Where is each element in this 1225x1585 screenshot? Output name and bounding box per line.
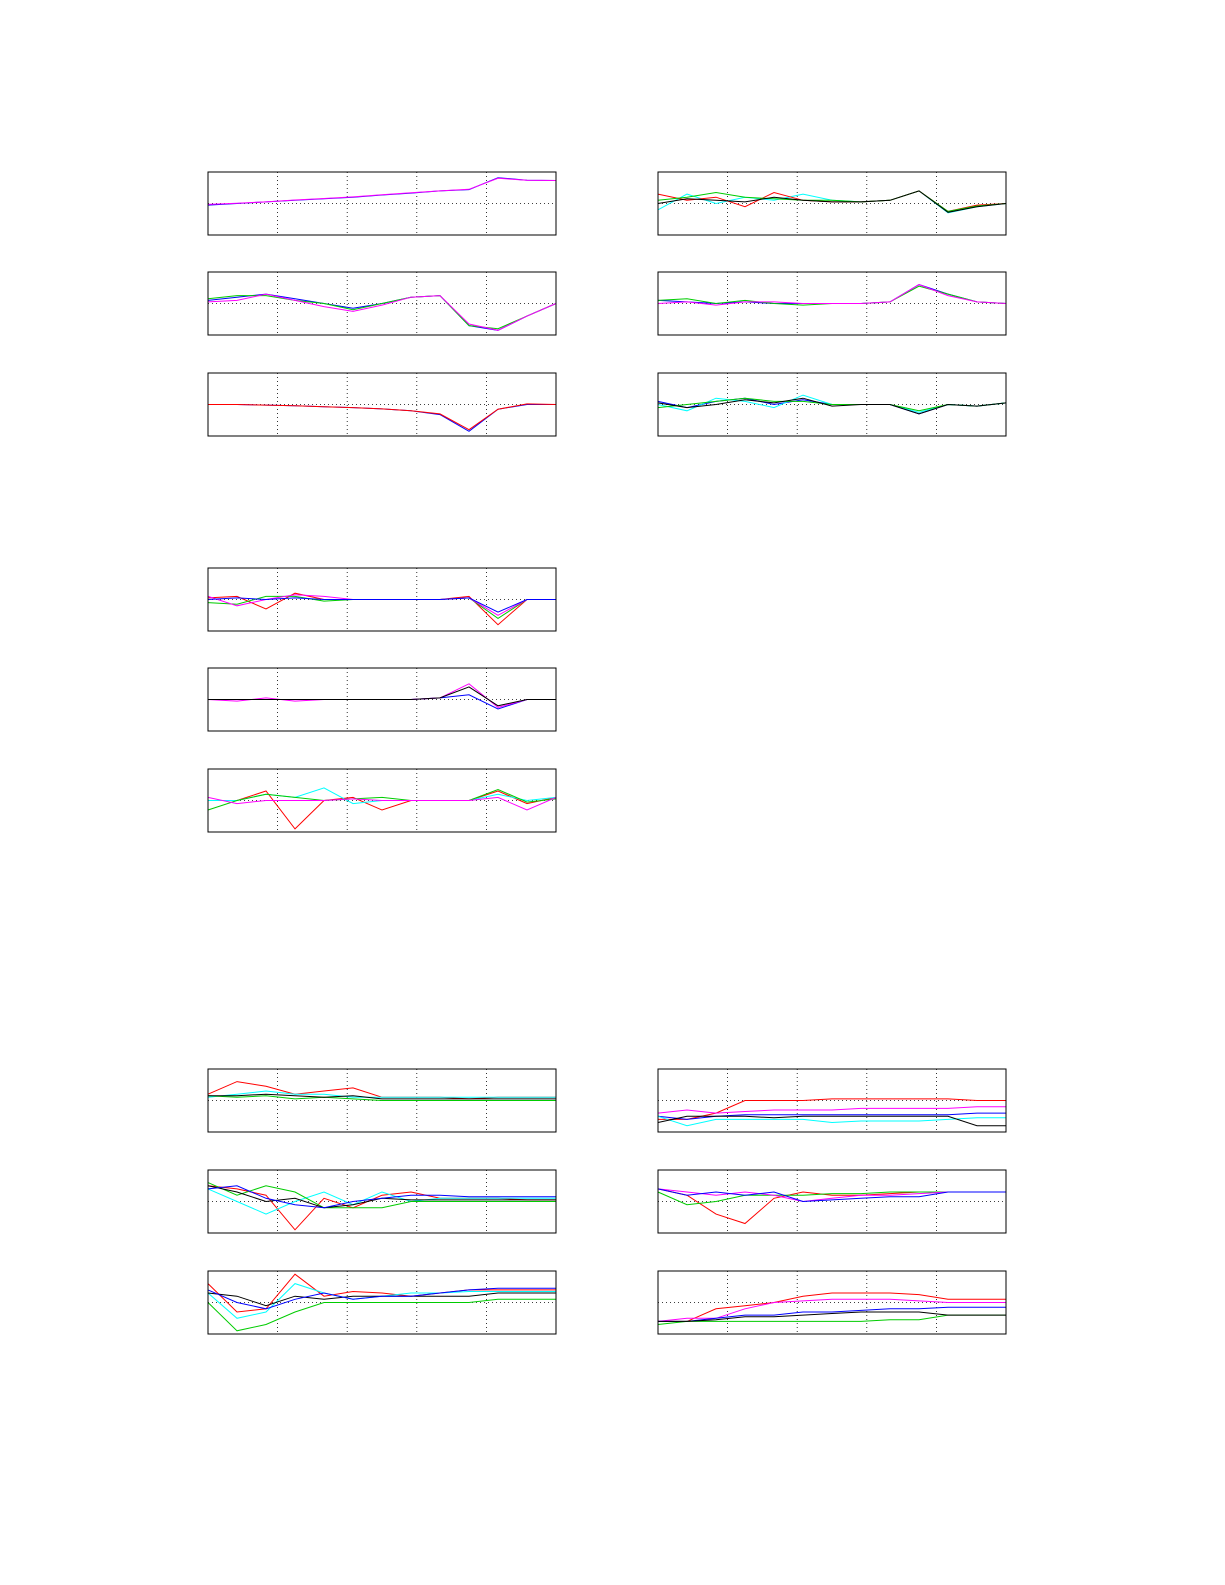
- data-line: [207, 1298, 556, 1332]
- data-line: [207, 293, 557, 331]
- data-line: [208, 790, 557, 830]
- plot-frame: [207, 1169, 557, 1234]
- data-line: [207, 1283, 556, 1319]
- data-line: [207, 683, 556, 708]
- chart-panel: [207, 171, 557, 236]
- data-line: [657, 1106, 1006, 1114]
- chart-panel: [657, 1169, 1007, 1234]
- data-line: [657, 284, 1007, 305]
- data-line: [657, 397, 1007, 415]
- data-line: [207, 1182, 556, 1209]
- plot-frame: [207, 1270, 557, 1335]
- plot-frame: [207, 768, 557, 833]
- data-line: [208, 686, 556, 707]
- data-line: [657, 1115, 1006, 1127]
- chart-panel: [657, 1068, 1007, 1133]
- data-line: [207, 1185, 556, 1209]
- plot-frame: [207, 171, 557, 236]
- data-line: [657, 1188, 1006, 1203]
- chart-panel: [207, 271, 557, 336]
- plot-frame: [657, 1068, 1007, 1133]
- data-line: [657, 284, 1007, 306]
- plot-frame: [207, 567, 557, 632]
- plot-frame: [657, 372, 1007, 437]
- chart-panel: [657, 271, 1007, 336]
- data-line: [207, 1287, 556, 1310]
- chart-panel: [207, 1068, 557, 1133]
- data-line: [207, 796, 557, 811]
- plot-frame: [657, 271, 1007, 336]
- chart-panel: [657, 372, 1007, 437]
- data-line: [208, 403, 557, 431]
- chart-panel: [207, 667, 557, 732]
- plot-frame: [657, 171, 1007, 236]
- data-line: [207, 295, 557, 330]
- plot-frame: [207, 271, 557, 336]
- data-line: [658, 1311, 1006, 1322]
- data-line: [208, 1093, 556, 1100]
- chart-panel: [207, 372, 557, 437]
- plot-frame: [207, 667, 557, 732]
- data-line: [208, 694, 556, 710]
- chart-panel: [207, 1169, 557, 1234]
- chart-panel: [657, 171, 1007, 236]
- chart-panel: [207, 768, 557, 833]
- data-line: [657, 190, 1007, 213]
- data-line: [207, 788, 557, 811]
- plot-frame: [657, 1169, 1007, 1234]
- chart-panel: [207, 1270, 557, 1335]
- data-line: [658, 1306, 1006, 1322]
- data-line: [207, 1095, 556, 1101]
- plot-frame: [657, 1270, 1007, 1335]
- chart-panel: [207, 567, 557, 632]
- plot-frame: [207, 1068, 557, 1133]
- data-line: [657, 190, 1007, 212]
- data-line: [207, 1188, 556, 1215]
- data-line: [657, 285, 1007, 306]
- data-line: [657, 394, 1007, 413]
- data-line: [658, 1292, 1006, 1322]
- data-line: [207, 597, 556, 613]
- plot-frame: [207, 372, 557, 437]
- data-line: [207, 1090, 556, 1098]
- data-line: [207, 177, 557, 206]
- chart-panel: [657, 1270, 1007, 1335]
- data-line: [657, 1115, 1006, 1127]
- data-line: [207, 293, 557, 331]
- data-line: [207, 177, 557, 205]
